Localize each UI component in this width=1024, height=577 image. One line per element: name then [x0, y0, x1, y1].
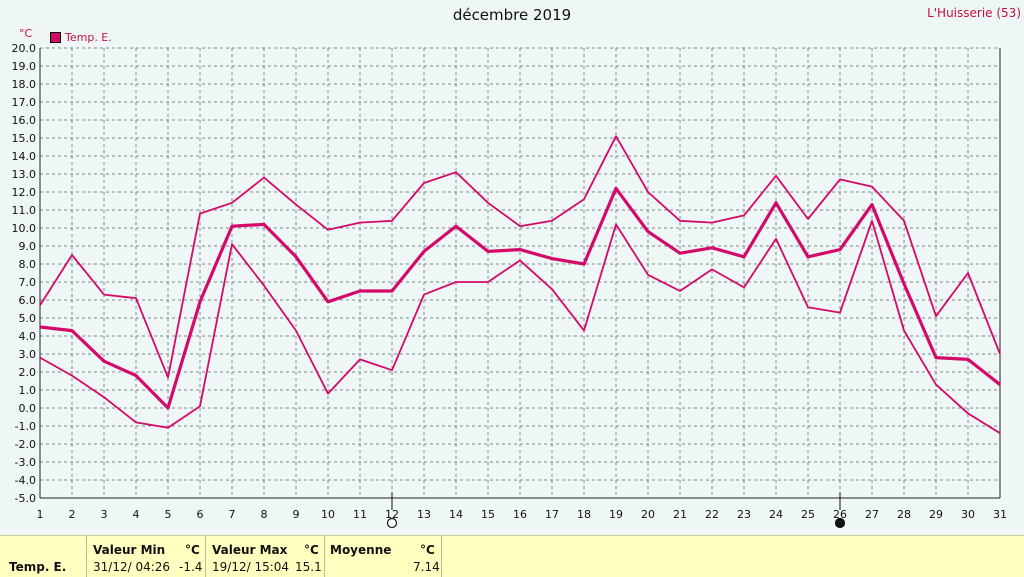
- x-tick-label: 27: [865, 508, 879, 521]
- y-axis-unit: °C: [19, 27, 33, 40]
- y-tick-label: 7.0: [19, 276, 37, 289]
- x-tick-label: 24: [769, 508, 783, 521]
- y-tick-label: 13.0: [12, 168, 37, 181]
- mean-unit: °C: [420, 543, 435, 557]
- x-tick-label: 29: [929, 508, 943, 521]
- x-tick-label: 15: [481, 508, 495, 521]
- x-tick-label: 26: [833, 508, 847, 521]
- line-chart: -5.0 -4.0 -3.0 -2.0 -1.0 0.0 1.0 2.0 3.0 4.0 5.0 6.…: [12, 42, 1007, 529]
- x-tick-label: 4: [133, 508, 140, 521]
- y-tick-label: 3.0: [19, 348, 37, 361]
- x-tick-label: 21: [673, 508, 687, 521]
- x-tick-label: 3: [101, 508, 108, 521]
- stats-panel: Temp. E. Valeur Min °C 31/12/ 04:26 -1.4…: [0, 535, 1024, 577]
- y-tick-label: 14.0: [12, 150, 37, 163]
- x-tick-label: 1: [37, 508, 44, 521]
- y-tick-label: -5.0: [15, 492, 36, 505]
- y-tick-label: -3.0: [15, 456, 36, 469]
- x-tick-label: 12: [385, 508, 399, 521]
- y-tick-label: 18.0: [12, 78, 37, 91]
- x-tick-label: 7: [229, 508, 236, 521]
- y-tick-label: 9.0: [19, 240, 37, 253]
- x-tick-label: 17: [545, 508, 559, 521]
- x-tick-label: 10: [321, 508, 335, 521]
- y-tick-label: 5.0: [19, 312, 37, 325]
- y-tick-label: 0.0: [19, 402, 37, 415]
- full-moon-icon: [386, 517, 398, 529]
- max-value: 15.1: [295, 560, 322, 574]
- legend-swatch: [50, 32, 61, 43]
- y-tick-label: 10.0: [12, 222, 37, 235]
- stats-max-cell: Valeur Max °C 19/12/ 15:04 15.1: [206, 536, 325, 577]
- x-tick-label: 6: [197, 508, 204, 521]
- x-tick-label: 20: [641, 508, 655, 521]
- chart-title: décembre 2019: [452, 6, 572, 24]
- legend-label: Temp. E.: [65, 31, 112, 44]
- x-tick-label: 9: [293, 508, 300, 521]
- stats-row-label: Temp. E.: [9, 560, 67, 574]
- x-tick-label: 8: [261, 508, 268, 521]
- series-line-mean: [39, 186, 1001, 410]
- y-tick-label: -4.0: [15, 474, 36, 487]
- min-when: 31/12/ 04:26: [93, 560, 171, 574]
- stats-row-label-cell: Temp. E.: [0, 536, 87, 577]
- min-unit: °C: [185, 543, 200, 557]
- x-tick-label: 13: [417, 508, 431, 521]
- x-tick-label: 16: [513, 508, 527, 521]
- y-tick-label: 16.0: [12, 114, 37, 127]
- x-tick-label: 5: [165, 508, 172, 521]
- series-line-min: [39, 219, 1001, 434]
- x-tick-label: 25: [801, 508, 815, 521]
- mean-header: Moyenne: [330, 543, 392, 557]
- x-tick-label: 30: [961, 508, 975, 521]
- y-tick-label: 8.0: [19, 258, 37, 271]
- y-tick-label: 15.0: [12, 132, 37, 145]
- x-tick-label: 18: [577, 508, 591, 521]
- x-tick-label: 31: [993, 508, 1007, 521]
- x-tick-label: 11: [353, 508, 367, 521]
- min-value: -1.4: [179, 560, 203, 574]
- x-tick-label: 14: [449, 508, 463, 521]
- max-unit: °C: [304, 543, 319, 557]
- series-line-max: [39, 135, 1001, 379]
- min-header: Valeur Min: [93, 543, 166, 557]
- y-tick-label: 20.0: [12, 42, 37, 55]
- y-tick-label: 17.0: [12, 96, 37, 109]
- new-moon-icon: [834, 517, 846, 529]
- y-tick-label: -1.0: [15, 420, 36, 433]
- x-tick-label: 19: [609, 508, 623, 521]
- x-tick-label: 23: [737, 508, 751, 521]
- x-tick-label: 2: [69, 508, 76, 521]
- legend: Temp. E.: [50, 31, 112, 44]
- max-header: Valeur Max: [212, 543, 288, 557]
- y-tick-label: 4.0: [19, 330, 37, 343]
- x-tick-label: 22: [705, 508, 719, 521]
- y-tick-label: 19.0: [12, 60, 37, 73]
- y-tick-label: 12.0: [12, 186, 37, 199]
- y-tick-label: 1.0: [19, 384, 37, 397]
- x-tick-label: 28: [897, 508, 911, 521]
- mean-value: 7.14: [413, 560, 440, 574]
- y-tick-label: 2.0: [19, 366, 37, 379]
- y-tick-label: -2.0: [15, 438, 36, 451]
- max-when: 19/12/ 15:04: [212, 560, 290, 574]
- y-tick-label: 6.0: [19, 294, 37, 307]
- station-name: L'Huisserie (53): [927, 6, 1021, 20]
- stats-min-cell: Valeur Min °C 31/12/ 04:26 -1.4: [87, 536, 206, 577]
- y-tick-label: 11.0: [12, 204, 37, 217]
- stats-mean-cell: Moyenne °C 7.14: [325, 536, 442, 577]
